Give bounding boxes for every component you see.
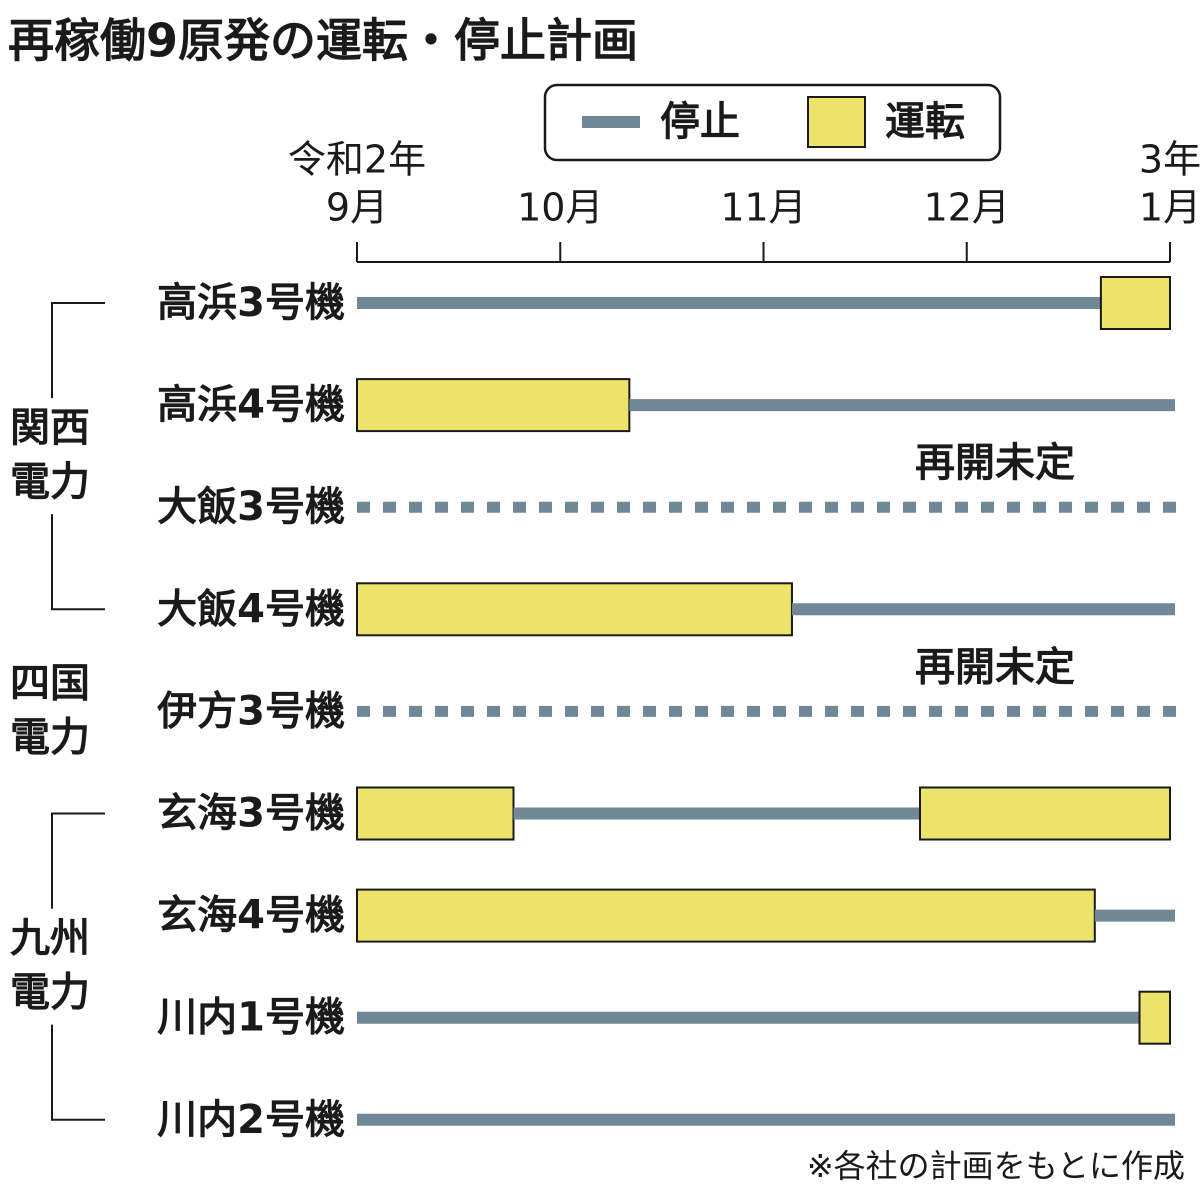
group-label: 電力 bbox=[10, 459, 90, 505]
row-label: 伊方3号機 bbox=[156, 688, 345, 734]
row-label: 大飯4号機 bbox=[157, 586, 345, 632]
row-label: 高浜4号機 bbox=[157, 382, 345, 428]
legend-label: 運転 bbox=[885, 99, 965, 145]
run-segment bbox=[356, 786, 515, 841]
label-bg bbox=[8, 908, 104, 1025]
chart-title: 再稼働9原発の運転・停止計画 bbox=[8, 14, 638, 68]
run-segment bbox=[1099, 276, 1172, 330]
run-segment bbox=[919, 786, 1171, 841]
group-label: 四国 bbox=[10, 660, 90, 706]
run-segment bbox=[1138, 990, 1171, 1045]
row-label: 川内1号機 bbox=[157, 995, 345, 1041]
group-label: 九州 bbox=[10, 916, 90, 962]
run-segment bbox=[356, 888, 1096, 943]
row-label: 玄海3号機 bbox=[157, 791, 345, 837]
x-tick-label: 9月 bbox=[326, 186, 388, 230]
run-segment bbox=[356, 582, 793, 637]
run-segment bbox=[356, 378, 631, 433]
year-label: 令和2年 bbox=[288, 138, 426, 182]
note: 再開未定 bbox=[915, 644, 1075, 690]
group-label: 電力 bbox=[10, 714, 90, 760]
group-label: 電力 bbox=[10, 970, 90, 1016]
row-label: 川内2号機 bbox=[157, 1097, 345, 1143]
x-tick-label: 1月 bbox=[1139, 186, 1200, 230]
legend-label: 停止 bbox=[660, 99, 740, 145]
label-bg bbox=[8, 398, 104, 515]
year-label: 3年 bbox=[1139, 138, 1200, 182]
group-label: 関西 bbox=[10, 405, 90, 451]
row-label: 大飯3号機 bbox=[157, 484, 345, 530]
row-label: 玄海4号機 bbox=[157, 893, 345, 939]
x-tick-label: 10月 bbox=[517, 186, 603, 230]
x-tick-label: 11月 bbox=[720, 186, 806, 230]
row-label: 高浜3号機 bbox=[157, 280, 345, 326]
note: 再開未定 bbox=[915, 440, 1075, 486]
legend-box bbox=[543, 83, 1002, 162]
x-tick-label: 12月 bbox=[924, 186, 1010, 230]
footnote: ※各社の計画をもとに作成 bbox=[807, 1147, 1185, 1185]
legend-swatch bbox=[807, 96, 866, 148]
